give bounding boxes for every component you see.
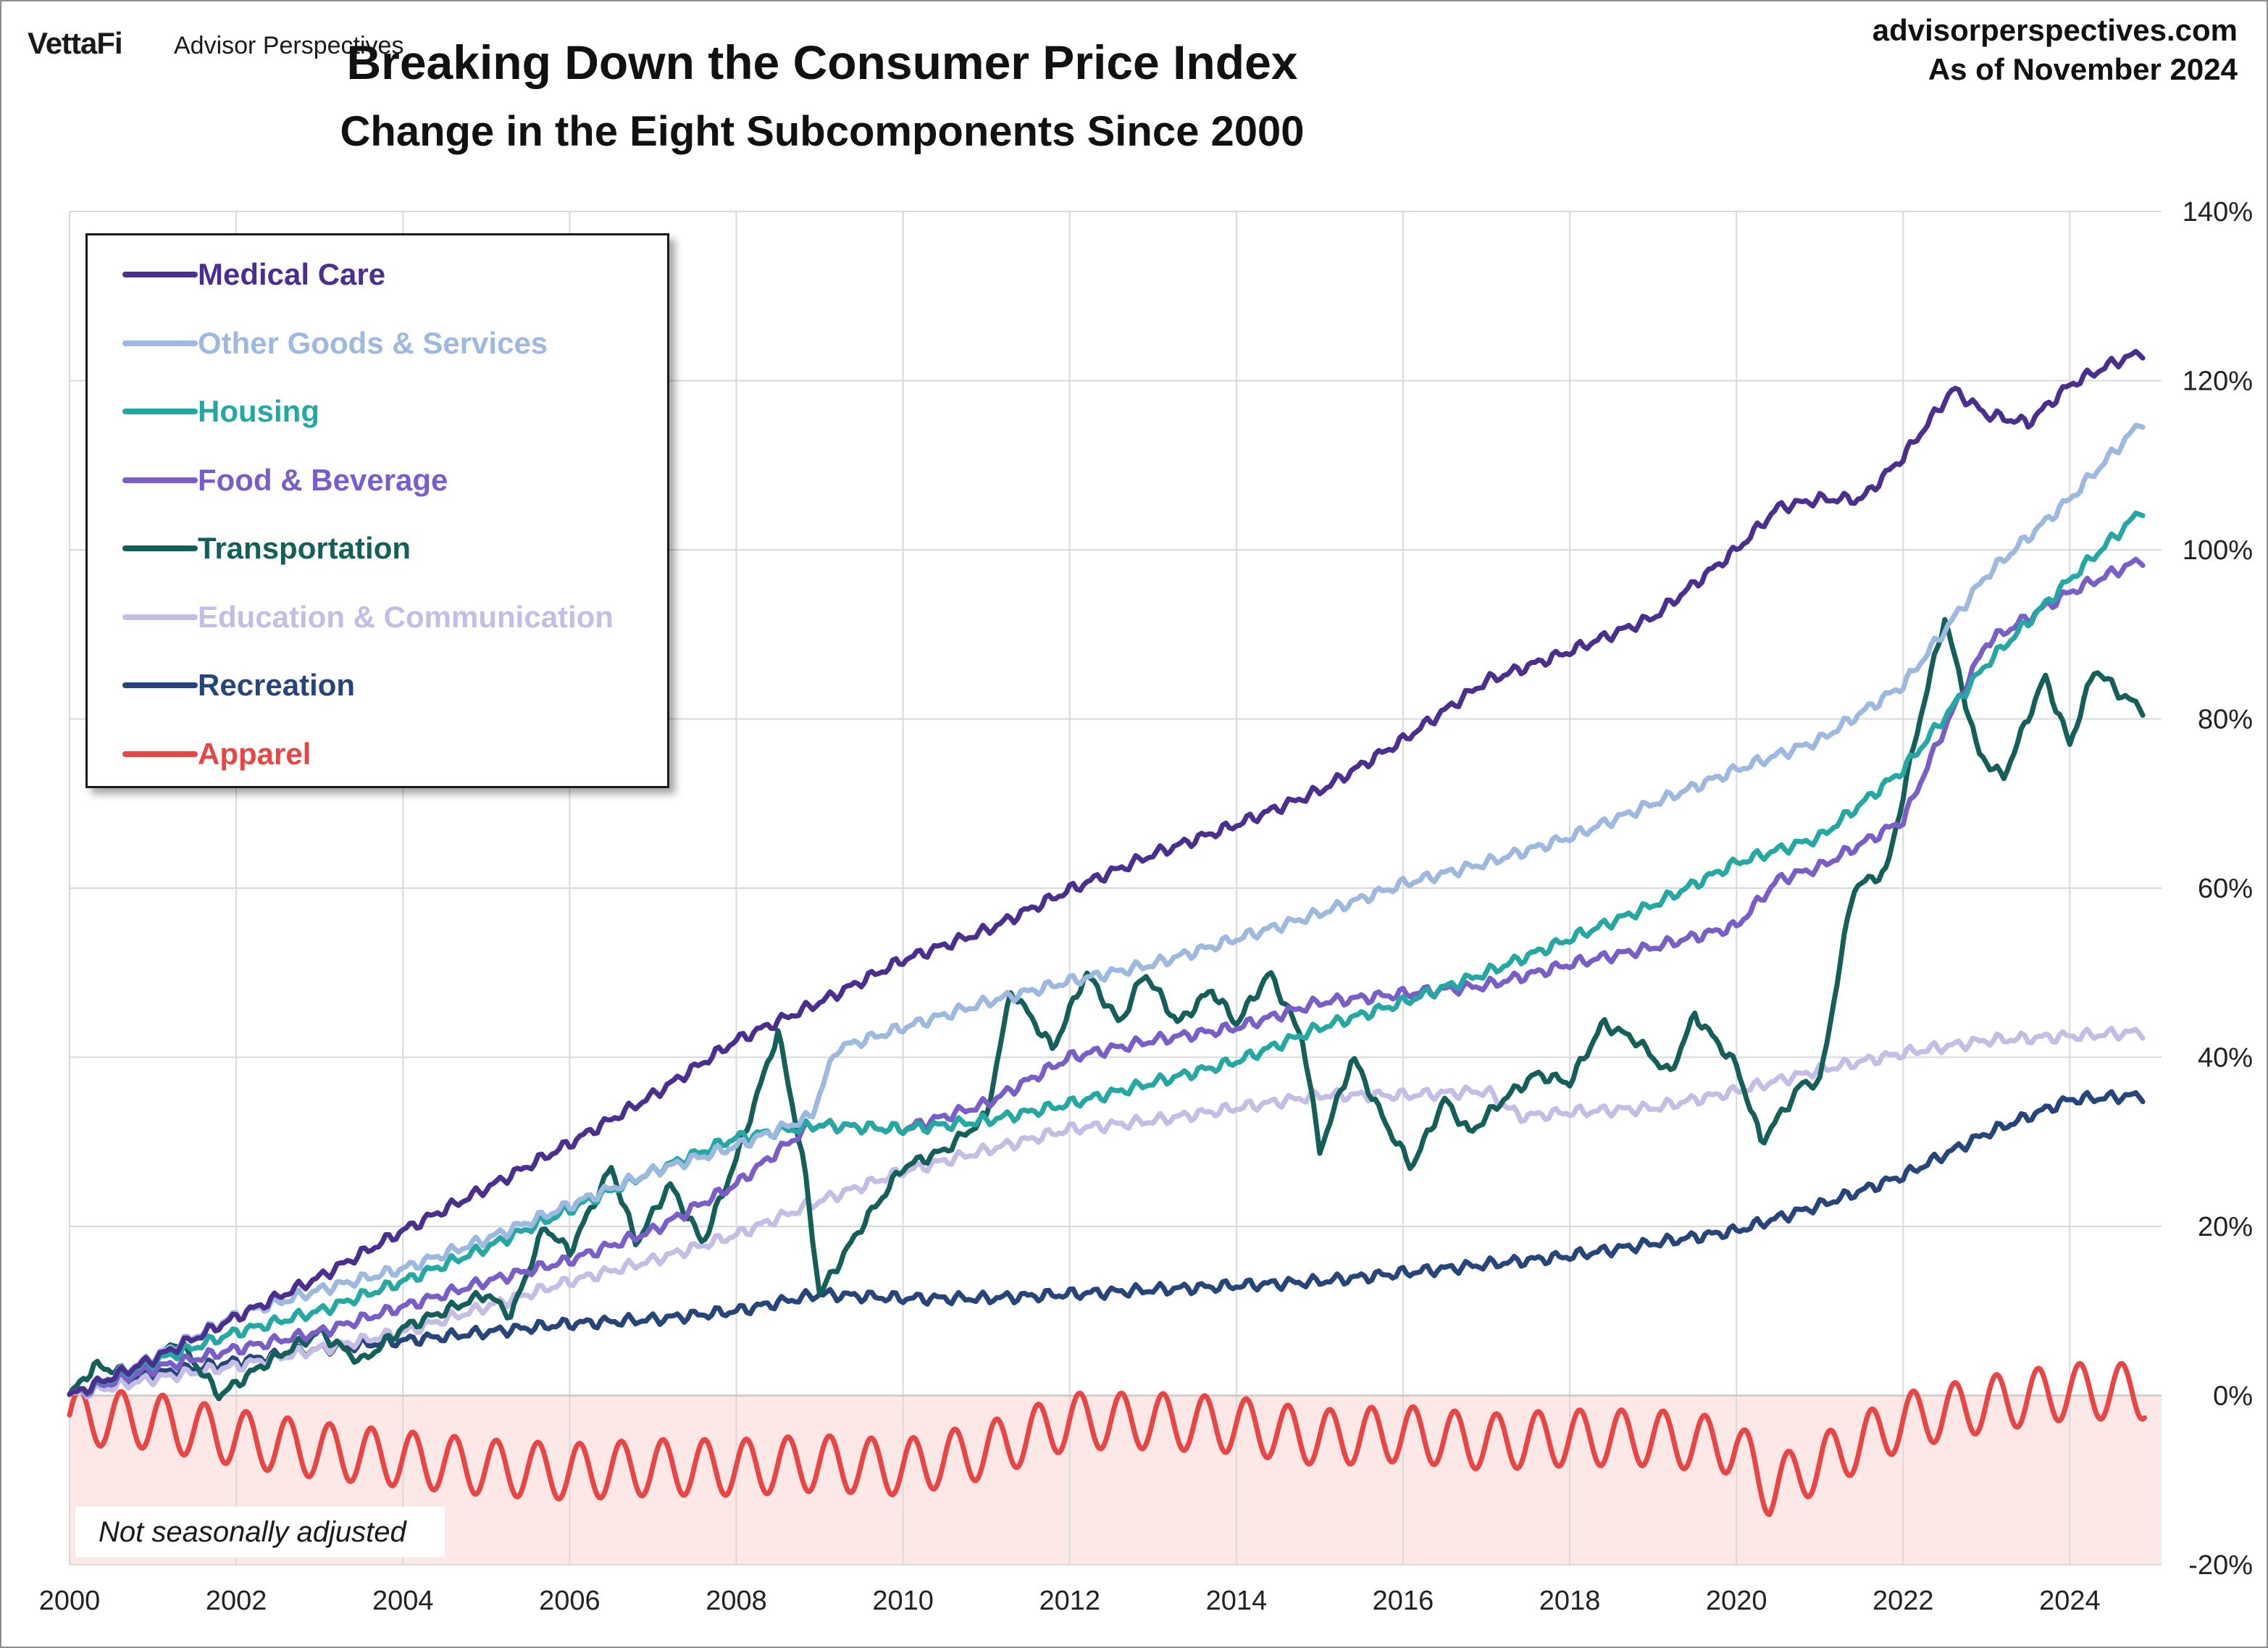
y-tick-label: 20% xyxy=(2198,1212,2253,1242)
legend-label: Transportation xyxy=(198,531,411,565)
series-line-housing xyxy=(67,510,2146,1397)
y-tick-label: 100% xyxy=(2183,535,2253,566)
series-line-food-beverage xyxy=(67,556,2146,1397)
legend-label: Education & Communication xyxy=(198,599,614,634)
x-tick-label: 2006 xyxy=(539,1586,601,1616)
y-tick-label: -20% xyxy=(2188,1550,2253,1581)
site-url: advisorperspectives.com xyxy=(1872,13,2238,47)
chart-title: Breaking Down the Consumer Price Index xyxy=(346,35,1298,89)
x-tick-label: 2004 xyxy=(372,1586,434,1616)
legend-item-food-beverage: Food & Beverage xyxy=(122,459,448,502)
series-line-other-goods-services xyxy=(67,422,2146,1397)
legend-item-medical-care: Medical Care xyxy=(122,253,385,296)
legend-item-other-goods-services: Other Goods & Services xyxy=(122,322,548,365)
x-tick-label: 2020 xyxy=(1706,1586,1767,1616)
series-line-apparel xyxy=(67,1360,2147,1518)
y-tick-label: 40% xyxy=(2198,1043,2253,1074)
legend-label: Recreation xyxy=(198,668,356,702)
x-tick-label: 2002 xyxy=(206,1586,267,1616)
legend-item-transportation: Transportation xyxy=(122,527,411,570)
legend-swatch xyxy=(122,272,198,277)
as-of-date: As of November 2024 xyxy=(1928,52,2238,86)
vettafi-logo: VettaFi xyxy=(28,26,123,60)
series-line-medical-care xyxy=(67,348,2146,1397)
chart-legend: Medical Care Other Goods & Services Housin… xyxy=(85,233,669,788)
series-line-recreation xyxy=(67,1089,2146,1399)
legend-swatch xyxy=(122,340,198,346)
legend-label: Other Goods & Services xyxy=(198,325,548,360)
legend-label: Apparel xyxy=(198,736,311,771)
y-tick-label: 80% xyxy=(2198,705,2253,735)
not-seasonally-adjusted-note: Not seasonally adjusted xyxy=(75,1507,445,1557)
x-tick-label: 2010 xyxy=(872,1586,934,1616)
legend-swatch xyxy=(122,409,198,414)
series-line-education-communication xyxy=(67,1026,2146,1400)
legend-item-housing: Housing xyxy=(122,390,319,433)
series-line-transportation xyxy=(67,616,2146,1402)
x-tick-label: 2000 xyxy=(39,1586,101,1616)
x-tick-label: 2022 xyxy=(1872,1586,1934,1616)
legend-label: Housing xyxy=(198,394,319,428)
x-tick-label: 2024 xyxy=(2039,1586,2101,1616)
legend-swatch xyxy=(122,682,198,688)
y-tick-label: 140% xyxy=(2183,197,2253,227)
x-tick-label: 2016 xyxy=(1373,1586,1434,1616)
brand-name: Advisor Perspectives xyxy=(174,32,404,59)
legend-swatch xyxy=(122,545,198,551)
y-tick-label: 60% xyxy=(2198,874,2253,904)
y-tick-label: 0% xyxy=(2213,1381,2253,1412)
x-tick-label: 2012 xyxy=(1039,1586,1100,1616)
legend-item-apparel: Apparel xyxy=(122,732,311,776)
legend-item-education-communication: Education & Communication xyxy=(122,595,614,639)
x-tick-label: 2008 xyxy=(706,1586,767,1616)
legend-swatch xyxy=(122,614,198,620)
legend-label: Food & Beverage xyxy=(198,462,448,497)
x-tick-label: 2018 xyxy=(1539,1586,1601,1616)
legend-label: Medical Care xyxy=(198,257,386,291)
chart-subtitle: Change in the Eight Subcomponents Since … xyxy=(340,108,1305,155)
legend-item-recreation: Recreation xyxy=(122,664,355,707)
legend-swatch xyxy=(122,750,198,757)
x-tick-label: 2014 xyxy=(1206,1586,1268,1616)
legend-swatch xyxy=(122,477,198,483)
y-tick-label: 120% xyxy=(2183,367,2253,397)
